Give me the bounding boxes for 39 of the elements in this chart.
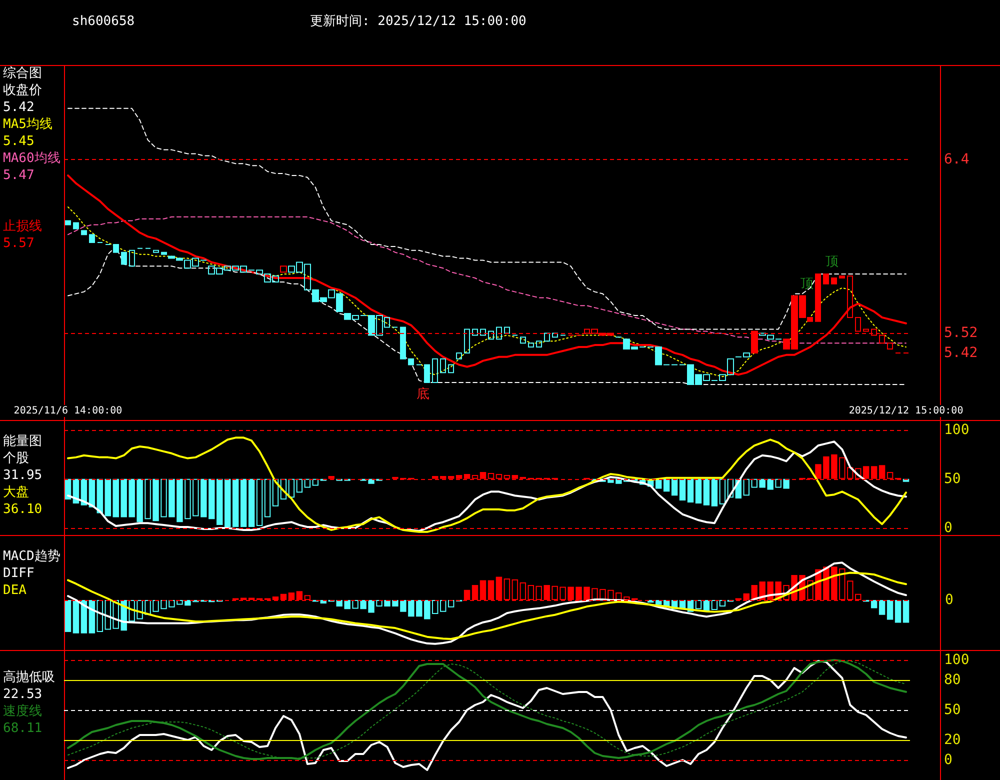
x-tick-label: 2025/12/12 15:00:00 — [848, 406, 964, 416]
chart-title: sh600658 — [72, 14, 135, 29]
y-tick-label: 80 — [944, 672, 961, 688]
legend-title: 能量图 — [3, 432, 42, 450]
annotation: 顶 — [800, 276, 814, 292]
text: 止损线 — [3, 218, 42, 234]
text: 68.11 — [3, 720, 42, 736]
x-tick-label: 2025/11/6 14:00:00 — [14, 406, 122, 416]
y-tick-label: 100 — [944, 652, 970, 668]
text: 高抛低吸 — [3, 668, 55, 686]
annotation: 顶 — [825, 254, 838, 270]
text: 5.42 — [3, 98, 34, 116]
y-tick-label: 100 — [944, 422, 970, 438]
text: MA60均线 — [3, 150, 60, 166]
text: 5.57 — [3, 234, 34, 252]
text: 收盘价 — [3, 82, 42, 98]
text: 22.53 — [3, 686, 42, 702]
legend-title: 综合图 — [3, 64, 42, 82]
text: 31.95 — [3, 466, 42, 484]
chart-subtitle: 更新时间: 2025/12/12 15:00:00 — [310, 14, 526, 29]
text: 大盘 — [3, 484, 29, 500]
y-tick-label: 0 — [944, 752, 952, 768]
legend-title: MACD趋势 — [3, 548, 60, 564]
text: 5.45 — [3, 132, 34, 150]
text: 5.47 — [3, 166, 34, 184]
text: DEA — [3, 582, 26, 598]
text: 个股 — [3, 450, 29, 466]
y-tick-label: 0 — [944, 520, 952, 536]
text: MA5均线 — [3, 116, 52, 132]
text: 36.10 — [3, 500, 42, 518]
y-tick-label: 50 — [944, 702, 961, 718]
y-tick-label: 5.52 — [944, 325, 978, 342]
text: DIFF — [3, 564, 34, 582]
annotation: 底 — [416, 387, 430, 402]
y-tick-label: 5.42 — [944, 344, 978, 361]
y-tick-label: 50 — [944, 470, 961, 487]
y-tick-label: 6.4 — [944, 152, 970, 168]
y-tick-label: 20 — [944, 732, 961, 748]
text: 速度线 — [3, 702, 42, 720]
